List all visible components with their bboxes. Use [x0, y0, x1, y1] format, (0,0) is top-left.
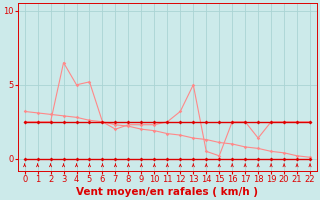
X-axis label: Vent moyen/en rafales ( km/h ): Vent moyen/en rafales ( km/h )	[76, 187, 258, 197]
